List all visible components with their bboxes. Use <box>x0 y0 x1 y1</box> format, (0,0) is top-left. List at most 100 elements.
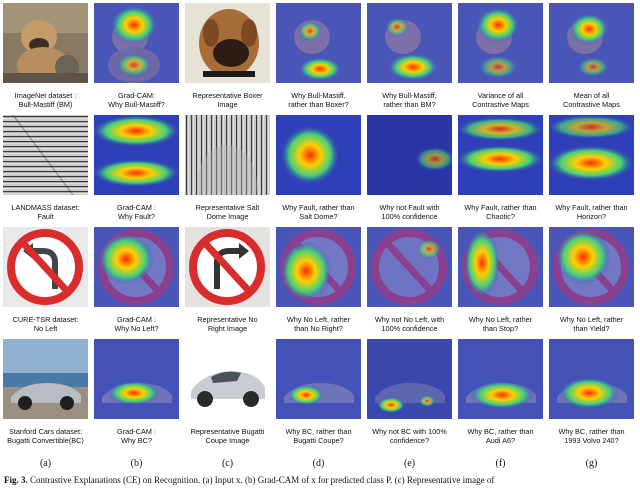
image-gradcam-heatmap <box>94 227 179 307</box>
caption: Why Fault, rather than Salt Dome? <box>282 203 355 221</box>
figure-caption-text: Contrastive Explanations (CE) on Recogni… <box>27 475 495 485</box>
column-label-g: (g) <box>585 458 598 469</box>
cell-contrast-2-cure-tsr: Why not No Left, with 100% confidence <box>367 227 452 339</box>
row-stanford-cars: Stanford Cars dataset: Bugatti Convertib… <box>3 339 637 451</box>
image-bugatti-convertible-input <box>3 339 88 419</box>
image-variance-heatmap <box>458 3 543 83</box>
caption: Representative No Right Image <box>197 315 258 333</box>
caption: CURE-TSR dataset: No Left <box>12 315 79 333</box>
image-bull-mastiff-input <box>3 3 88 83</box>
caption: Grad-CAM : Why No Left? <box>114 315 159 333</box>
figure-caption: Fig. 3. Contrastive Explanations (CE) on… <box>4 475 640 485</box>
cell-representative-cure-tsr: Representative No Right Image <box>185 227 270 339</box>
caption: Representative Boxer Image <box>192 91 263 109</box>
caption: Mean of all Contrastive Maps <box>563 91 620 109</box>
image-gradcam-heatmap <box>94 339 179 419</box>
cell-gradcam-landmass: Grad-CAM : Why Fault? <box>94 115 179 227</box>
cell-contrast-4-cure-tsr: Why No Left, rather than Yield? <box>549 227 634 339</box>
column-label-d: (d) <box>312 458 325 469</box>
caption: Why not BC with 100% confidence? <box>372 427 447 445</box>
row-imagenet: ImageNet dataset : Bull-Mastiff (BM) Gra… <box>3 3 637 115</box>
image-contrastive-heatmap <box>367 339 452 419</box>
image-contrastive-heatmap <box>549 115 634 195</box>
caption: Representative Bugatti Coupe Image <box>190 427 265 445</box>
image-salt-dome-representative <box>185 115 270 195</box>
cell-representative-landmass: Representative Salt Dome Image <box>185 115 270 227</box>
image-gradcam-heatmap <box>94 115 179 195</box>
caption: Grad-CAM: Why Bull-Mastiff? <box>108 91 165 109</box>
image-contrastive-heatmap <box>549 227 634 307</box>
image-contrastive-heatmap <box>549 339 634 419</box>
row-cure-tsr: CURE-TSR dataset: No Left Grad-CAM : Why… <box>3 227 637 339</box>
cell-contrast-1-cars: Why BC, rather than Bugatti Coupe? <box>276 339 361 451</box>
caption: Why Bull-Mastiff, rather than Boxer? <box>288 91 349 109</box>
caption: Why No Left, rather than Stop? <box>468 315 533 333</box>
cell-contrast-2-cars: Why not BC with 100% confidence? <box>367 339 452 451</box>
image-contrastive-heatmap <box>367 3 452 83</box>
column-label-b: (b) <box>130 458 143 469</box>
column-label-e: (e) <box>403 458 416 469</box>
caption: Why BC, rather than Audi A6? <box>467 427 534 445</box>
figure-grid: ImageNet dataset : Bull-Mastiff (BM) Gra… <box>3 3 637 451</box>
image-contrastive-heatmap <box>367 227 452 307</box>
figure-caption-label: Fig. 3. <box>4 475 28 485</box>
caption: Why not No Left, with 100% confidence <box>374 315 445 333</box>
image-contrastive-heatmap <box>458 339 543 419</box>
image-contrastive-heatmap <box>276 3 361 83</box>
cell-gradcam-imagenet: Grad-CAM: Why Bull-Mastiff? <box>94 3 179 115</box>
caption: Why Bull-Mastiff, rather than BM? <box>382 91 437 109</box>
cell-contrast-3-landmass: Why Fault, rather than Chaotic? <box>458 115 543 227</box>
caption: Grad-CAM : Why BC? <box>117 427 156 445</box>
image-contrastive-heatmap <box>458 115 543 195</box>
image-bugatti-coupe-representative <box>185 339 270 419</box>
image-contrastive-heatmap <box>276 339 361 419</box>
cell-input-landmass: LANDMASS dataset: Fault <box>3 115 88 227</box>
image-seismic-fault-input <box>3 115 88 195</box>
image-contrastive-heatmap <box>276 227 361 307</box>
cell-gradcam-cars: Grad-CAM : Why BC? <box>94 339 179 451</box>
caption: Grad-CAM : Why Fault? <box>117 203 156 221</box>
caption: Representative Salt Dome Image <box>195 203 260 221</box>
caption: Why No Left, rather than Yield? <box>559 315 624 333</box>
cell-contrast-3-imagenet: Variance of all Contrastive Maps <box>458 3 543 115</box>
image-mean-heatmap <box>549 3 634 83</box>
cell-contrast-1-cure-tsr: Why No Left, rather than No Right? <box>276 227 361 339</box>
caption: Variance of all Contrastive Maps <box>472 91 529 109</box>
cell-contrast-3-cure-tsr: Why No Left, rather than Stop? <box>458 227 543 339</box>
caption: Why Fault, rather than Chaotic? <box>464 203 537 221</box>
cell-contrast-4-imagenet: Mean of all Contrastive Maps <box>549 3 634 115</box>
cell-contrast-4-cars: Why BC, rather than 1993 Volvo 240? <box>549 339 634 451</box>
image-no-right-sign-representative <box>185 227 270 307</box>
cell-input-imagenet: ImageNet dataset : Bull-Mastiff (BM) <box>3 3 88 115</box>
row-landmass: LANDMASS dataset: Fault Grad-CAM : Why F… <box>3 115 637 227</box>
caption: LANDMASS dataset: Fault <box>11 203 80 221</box>
image-gradcam-heatmap <box>94 3 179 83</box>
cell-representative-cars: Representative Bugatti Coupe Image <box>185 339 270 451</box>
caption: Why not Fault with 100% confidence <box>379 203 440 221</box>
caption: ImageNet dataset : Bull-Mastiff (BM) <box>14 91 77 109</box>
cell-input-cars: Stanford Cars dataset: Bugatti Convertib… <box>3 339 88 451</box>
caption: Why Fault, rather than Horizon? <box>555 203 628 221</box>
cell-representative-imagenet: Representative Boxer Image <box>185 3 270 115</box>
cell-input-cure-tsr: CURE-TSR dataset: No Left <box>3 227 88 339</box>
image-contrastive-heatmap <box>367 115 452 195</box>
caption: Why No Left, rather than No Right? <box>286 315 351 333</box>
caption: Why BC, rather than 1993 Volvo 240? <box>558 427 625 445</box>
column-label-a: (a) <box>39 458 52 469</box>
cell-contrast-1-landmass: Why Fault, rather than Salt Dome? <box>276 115 361 227</box>
caption: Why BC, rather than Bugatti Coupe? <box>285 427 352 445</box>
cell-contrast-1-imagenet: Why Bull-Mastiff, rather than Boxer? <box>276 3 361 115</box>
cell-contrast-3-cars: Why BC, rather than Audi A6? <box>458 339 543 451</box>
cell-contrast-2-landmass: Why not Fault with 100% confidence <box>367 115 452 227</box>
image-no-left-sign-input <box>3 227 88 307</box>
cell-contrast-4-landmass: Why Fault, rather than Horizon? <box>549 115 634 227</box>
column-label-f: (f) <box>495 458 506 469</box>
cell-contrast-2-imagenet: Why Bull-Mastiff, rather than BM? <box>367 3 452 115</box>
caption: Stanford Cars dataset: Bugatti Convertib… <box>7 427 84 445</box>
image-contrastive-heatmap <box>276 115 361 195</box>
column-label-c: (c) <box>221 458 234 469</box>
cell-gradcam-cure-tsr: Grad-CAM : Why No Left? <box>94 227 179 339</box>
image-boxer-representative <box>185 3 270 83</box>
column-labels: (a) (b) (c) (d) (e) (f) (g) <box>3 458 637 472</box>
image-contrastive-heatmap <box>458 227 543 307</box>
